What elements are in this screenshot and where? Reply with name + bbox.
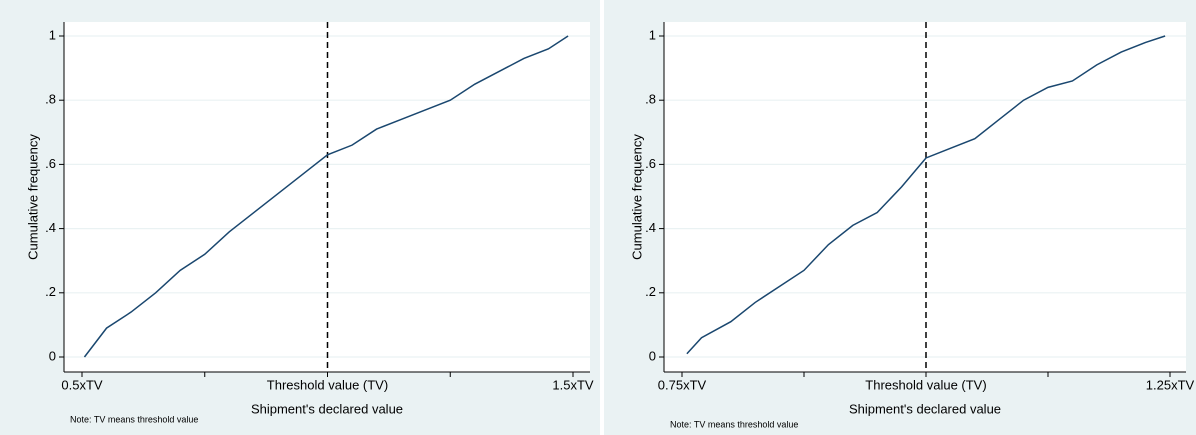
y-tick-label: .2 <box>45 284 56 299</box>
x-tick-label: Threshold value (TV) <box>267 377 388 392</box>
x-tick-label: 1.5xTV <box>552 377 594 392</box>
y-axis-title: Cumulative frequency <box>629 134 644 260</box>
x-tick-label: 0.75xTV <box>658 377 707 392</box>
y-tick-label: 1 <box>49 27 56 42</box>
x-tick-label: 0.5xTV <box>61 377 103 392</box>
chart: 0 .2 .4 .6 .8 1 0.5xTV Threshold value (TV) 1.5x… <box>0 0 600 435</box>
line <box>686 35 1166 355</box>
y-tick-label: .6 <box>645 156 656 171</box>
y-tick-label: .4 <box>645 220 656 235</box>
note: Note: TV means threshold value <box>670 419 798 429</box>
y-tick-label: .8 <box>645 92 656 107</box>
x-tick-label: 1.25xTV <box>1146 377 1195 392</box>
y-tick-label: 0 <box>649 348 656 363</box>
y-tick-label: .8 <box>45 92 56 107</box>
y-tick-label: 1 <box>649 27 656 42</box>
y-tick-label: 0 <box>49 348 56 363</box>
y-tick-label: .6 <box>45 156 56 171</box>
y-tick-label: .4 <box>45 220 56 235</box>
y-tick-label: .2 <box>645 284 656 299</box>
x-tick-label: Threshold value (TV) <box>865 377 986 392</box>
note: Note: TV means threshold value <box>70 414 198 424</box>
plot-area <box>664 22 1186 372</box>
x-axis-title: Shipment's declared value <box>849 401 1001 416</box>
chart: 0 .2 .4 .6 .8 1 0.75xTV Threshold value (TV) 1.2… <box>604 0 1196 435</box>
line <box>83 35 569 358</box>
x-axis-title: Shipment's declared value <box>251 401 403 416</box>
y-axis-title: Cumulative frequency <box>25 134 40 260</box>
